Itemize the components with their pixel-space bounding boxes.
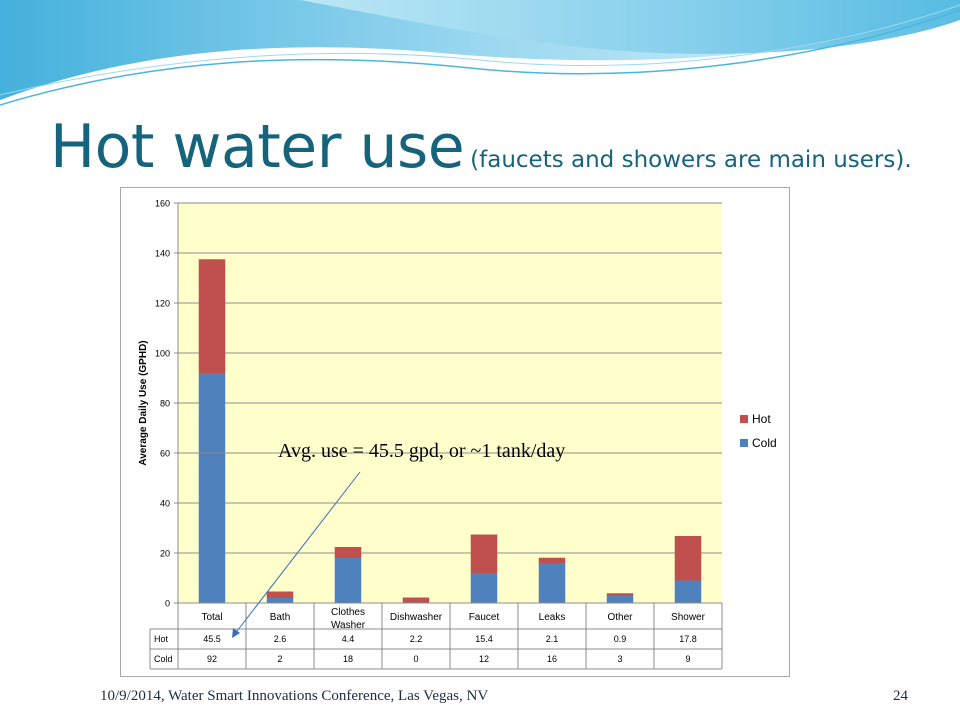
x-category-label: Washer xyxy=(331,620,366,631)
average-use-annotation: Avg. use = 45.5 gpd, or ~1 tank/day xyxy=(278,440,566,462)
bar-cold xyxy=(538,563,566,603)
table-cell-value: 16 xyxy=(547,654,557,664)
y-tick-label: 20 xyxy=(160,549,170,559)
y-tick-label: 40 xyxy=(160,499,170,509)
y-tick-label: 140 xyxy=(155,249,170,259)
bar-hot xyxy=(402,597,430,603)
annotation-arrow-head xyxy=(232,628,240,638)
slide-title-main: Hot water use xyxy=(50,112,465,182)
footer-text: 10/9/2014, Water Smart Innovations Confe… xyxy=(100,688,489,704)
bar-cold xyxy=(674,580,702,603)
table-cell-value: 0.9 xyxy=(614,634,627,644)
bar-hot xyxy=(674,536,702,581)
y-tick-label: 80 xyxy=(160,399,170,409)
x-category-label: Faucet xyxy=(469,612,500,623)
bar-cold xyxy=(334,558,362,603)
slide-subtitle: (faucets and showers are main users). xyxy=(470,147,912,173)
page-number: 24 xyxy=(893,688,908,704)
bar-hot xyxy=(470,534,498,573)
table-cell-value: 2.1 xyxy=(546,634,559,644)
bar-cold xyxy=(470,573,498,603)
y-tick-label: 0 xyxy=(165,599,170,609)
legend-label: Cold xyxy=(752,436,777,450)
table-cell-value: 92 xyxy=(207,654,217,664)
bar-hot xyxy=(538,557,566,563)
bar-hot xyxy=(198,259,226,373)
bar-cold xyxy=(198,373,226,603)
x-category-label: Shower xyxy=(671,612,706,623)
y-axis-label: Average Daily Use (GPHD) xyxy=(138,340,149,465)
y-tick-label: 120 xyxy=(155,299,170,309)
table-cell-value: 2.6 xyxy=(274,634,287,644)
bar-cold xyxy=(606,595,634,603)
table-cell-value: 12 xyxy=(479,654,489,664)
bar-hot xyxy=(266,591,294,598)
table-cell-value: 4.4 xyxy=(342,634,355,644)
table-cell-value: 15.4 xyxy=(475,634,493,644)
y-tick-label: 160 xyxy=(155,199,170,209)
legend-swatch xyxy=(740,439,748,447)
table-series-label: Hot xyxy=(154,634,169,644)
table-cell-value: 9 xyxy=(685,654,690,664)
legend-swatch xyxy=(740,415,748,423)
table-cell-value: 2.2 xyxy=(410,634,423,644)
x-category-label: Dishwasher xyxy=(390,612,443,623)
table-cell-value: 17.8 xyxy=(679,634,697,644)
x-category-label: Bath xyxy=(270,612,291,623)
table-cell-value: 0 xyxy=(413,654,418,664)
slide-title: Hot water use (faucets and showers are ma… xyxy=(50,112,912,182)
annotation-arrow-shaft xyxy=(233,471,361,636)
y-tick-label: 60 xyxy=(160,449,170,459)
table-cell-value: 3 xyxy=(617,654,622,664)
x-category-label: Other xyxy=(607,612,633,623)
legend-label: Hot xyxy=(752,412,771,426)
bar-hot xyxy=(606,593,634,596)
bar-hot xyxy=(334,547,362,558)
table-cell-value: 45.5 xyxy=(203,634,221,644)
y-tick-label: 100 xyxy=(155,349,170,359)
table-cell-value: 18 xyxy=(343,654,353,664)
table-cell-value: 2 xyxy=(277,654,282,664)
x-category-label: Total xyxy=(201,612,222,623)
x-category-label: Clothes xyxy=(331,607,365,618)
x-category-label: Leaks xyxy=(539,612,566,623)
header-wave-decoration xyxy=(0,0,960,106)
table-series-label: Cold xyxy=(154,654,173,664)
bar-cold xyxy=(266,598,294,603)
